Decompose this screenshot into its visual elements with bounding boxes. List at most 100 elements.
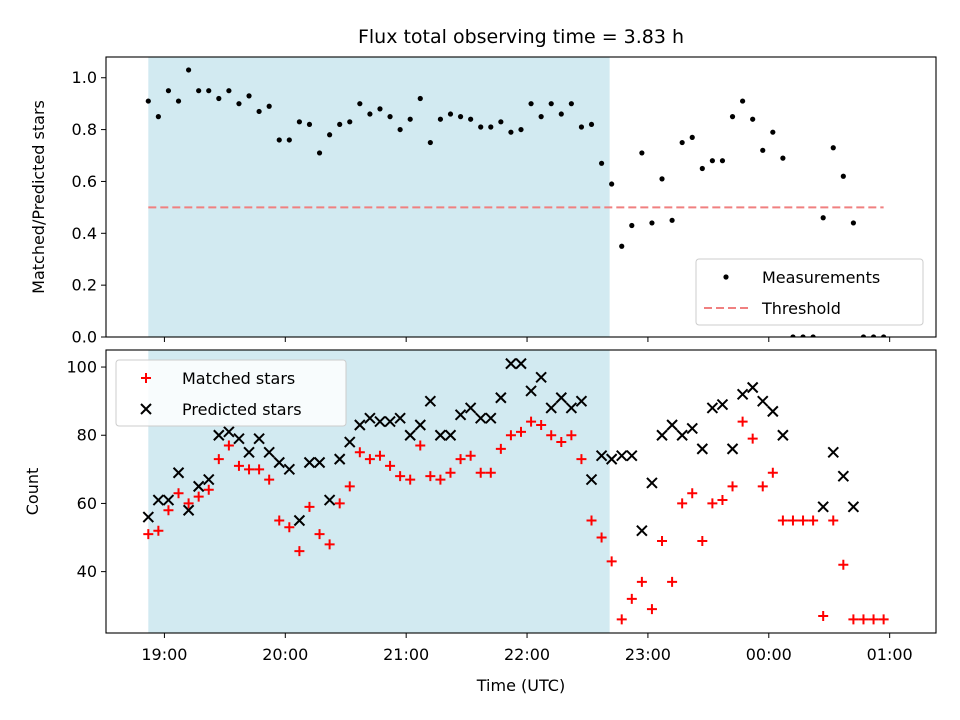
- matched-star-point: [475, 467, 486, 478]
- predicted-star-point: [626, 449, 638, 462]
- measurement-point: [256, 108, 262, 115]
- matched-star-point: [294, 546, 305, 557]
- matched-star-point: [244, 464, 255, 475]
- measurement-point: [870, 334, 877, 337]
- predicted-star-point: [676, 429, 688, 441]
- measurement-point: [850, 220, 857, 226]
- predicted-star-point: [263, 446, 275, 458]
- measurement-point: [286, 137, 292, 143]
- predicted-star-point: [182, 504, 195, 516]
- predicted-star-point: [767, 405, 779, 418]
- top-y-tick-label: 1.0: [72, 68, 97, 87]
- measurement-point: [881, 334, 887, 337]
- predicted-star-point: [303, 456, 316, 469]
- matched-star-point: [354, 447, 365, 458]
- matched-star-point: [193, 491, 204, 502]
- matched-star-point: [586, 515, 597, 526]
- matched-star-point: [173, 488, 184, 499]
- matched-star-point: [374, 450, 385, 461]
- measurement-point: [629, 222, 635, 229]
- predicted-star-point: [706, 402, 719, 414]
- matched-star-point: [445, 467, 456, 478]
- bottom-panel: 40 60 80 100 19:00 20:00 21:00 22:00 23:00 00:00 0…: [66, 349, 937, 664]
- matched-star-point: [677, 498, 688, 509]
- x-tick-label: 23:00: [625, 645, 671, 664]
- matched-star-point: [213, 454, 224, 465]
- measurement-point: [206, 88, 212, 94]
- predicted-star-point: [142, 511, 155, 523]
- predicted-star-point: [847, 501, 860, 513]
- measurement-point: [417, 95, 423, 102]
- matched-star-point: [777, 515, 788, 526]
- x-tick-label: 21:00: [383, 645, 429, 664]
- bottom-y-tick-label: 80: [77, 426, 97, 445]
- matched-star-point: [767, 467, 778, 478]
- top-y-tick-label: 0.6: [72, 172, 97, 191]
- measurement-point: [508, 129, 514, 135]
- matched-star-point: [334, 498, 345, 509]
- measurement-point: [427, 139, 433, 146]
- matched-star-point: [798, 515, 809, 526]
- measurement-point: [588, 121, 595, 128]
- matched-star-point: [304, 501, 315, 512]
- measurement-point: [830, 145, 836, 151]
- measurement-point: [649, 220, 655, 226]
- bottom-legend-box: [115, 359, 347, 427]
- top-legend-box: [695, 258, 924, 326]
- measurement-point: [145, 98, 151, 104]
- matched-star-point: [787, 515, 798, 526]
- measurement-point: [246, 93, 252, 99]
- matched-star-point: [747, 433, 758, 444]
- measurement-point: [488, 124, 494, 130]
- measurement-point: [498, 119, 504, 125]
- predicted-star-point: [394, 412, 406, 424]
- predicted-star-point: [283, 463, 296, 476]
- matched-star-point: [284, 522, 295, 533]
- matched-star-point: [465, 450, 476, 461]
- legend-label: Predicted stars: [182, 400, 302, 419]
- x-tick-label: 00:00: [746, 645, 792, 664]
- predicted-star-point: [575, 395, 588, 407]
- chart-title: Flux total observing time = 3.83 h: [358, 26, 684, 48]
- matched-star-point: [828, 515, 839, 526]
- predicted-star-point: [475, 412, 487, 424]
- top-y-tick-label: 0.0: [72, 328, 97, 347]
- top-y-axis-label: Matched/Predicted stars: [29, 100, 48, 294]
- predicted-star-point: [837, 470, 850, 482]
- bottom-plot-area: [142, 357, 889, 625]
- matched-star-point: [838, 559, 849, 570]
- measurement-point: [266, 103, 272, 109]
- matched-star-point: [858, 614, 869, 625]
- predicted-star-point: [696, 443, 709, 455]
- matched-star-point: [516, 426, 526, 437]
- matched-star-point: [667, 576, 678, 587]
- matched-star-point: [546, 430, 557, 441]
- predicted-star-point: [152, 494, 165, 506]
- measurement-point: [347, 119, 353, 125]
- top-y-tick-label: 0.4: [72, 224, 97, 243]
- matched-star-point: [264, 474, 275, 485]
- predicted-star-point: [666, 419, 678, 431]
- measurement-point: [840, 173, 846, 179]
- bottom-legend: Matched stars Predicted stars: [115, 359, 347, 427]
- matched-star-point: [697, 535, 708, 546]
- measurement-point: [306, 121, 313, 128]
- matched-star-point: [274, 515, 285, 526]
- matched-star-point: [505, 430, 516, 441]
- measurement-point: [196, 88, 202, 94]
- predicted-star-point: [213, 429, 225, 441]
- measurement-point: [457, 114, 464, 120]
- predicted-star-point: [172, 467, 185, 479]
- matched-star-point: [415, 440, 426, 451]
- measurement-point: [790, 334, 796, 337]
- bottom-y-axis-label: Count: [23, 468, 42, 516]
- x-tick-label: 22:00: [504, 645, 550, 664]
- matched-star-point: [687, 488, 698, 499]
- measurement-point: [770, 129, 776, 135]
- predicted-star-point: [495, 392, 507, 404]
- predicted-star-point: [162, 494, 175, 506]
- matched-star-point: [143, 529, 154, 540]
- measurement-point: [659, 176, 665, 182]
- measurement-point: [437, 116, 444, 122]
- matched-star-point: [868, 614, 879, 625]
